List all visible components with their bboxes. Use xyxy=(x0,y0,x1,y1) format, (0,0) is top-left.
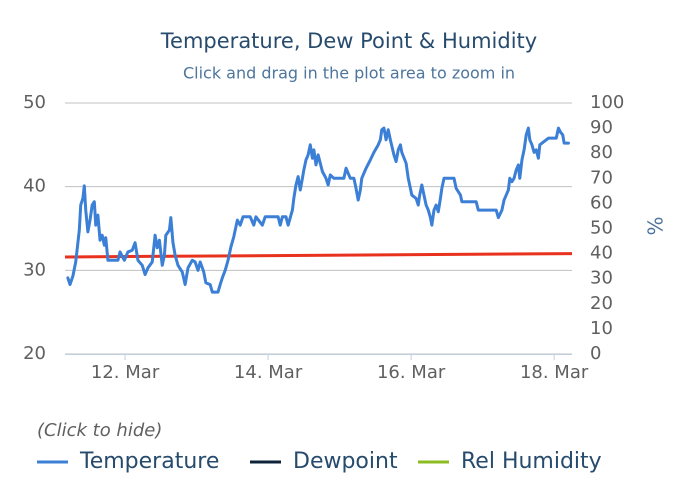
y-tick-label: 20 xyxy=(23,343,46,364)
y2-tick-label: 80 xyxy=(590,142,613,163)
y-tick-label: 30 xyxy=(23,259,46,280)
y2-tick-label: 60 xyxy=(590,192,613,213)
y2-tick-label: 20 xyxy=(590,293,613,314)
y2-tick-label: 50 xyxy=(590,218,613,239)
legend-label[interactable]: Temperature xyxy=(79,449,219,474)
x-tick-label: 14. Mar xyxy=(234,362,303,383)
y2-tick-label: 70 xyxy=(590,167,613,188)
x-tick-label: 12. Mar xyxy=(91,362,160,383)
y2-tick-label: 0 xyxy=(590,343,601,364)
y-tick-label: 40 xyxy=(23,176,46,197)
legend-item[interactable]: Rel Humidity xyxy=(418,449,602,474)
y2-tick-label: 40 xyxy=(590,243,613,264)
legend-item[interactable]: Temperature xyxy=(37,449,219,474)
chart-title: Temperature, Dew Point & Humidity xyxy=(160,29,537,53)
y2-axis-title: % xyxy=(644,216,668,235)
legend-label[interactable]: Rel Humidity xyxy=(461,449,602,474)
legend-title: (Click to hide) xyxy=(37,420,162,441)
x-tick-label: 16. Mar xyxy=(377,362,446,383)
chart-subtitle: Click and drag in the plot area to zoom … xyxy=(183,64,515,83)
legend-item[interactable]: Dewpoint xyxy=(250,449,398,474)
y2-tick-label: 100 xyxy=(590,92,624,113)
y-tick-label: 50 xyxy=(23,92,46,113)
legend-label[interactable]: Dewpoint xyxy=(293,449,398,474)
y2-tick-label: 30 xyxy=(590,268,613,289)
y2-tick-label: 90 xyxy=(590,117,613,138)
y2-tick-label: 10 xyxy=(590,318,613,339)
x-tick-label: 18. Mar xyxy=(520,362,589,383)
series-line xyxy=(66,126,570,294)
reference-line xyxy=(64,252,573,259)
